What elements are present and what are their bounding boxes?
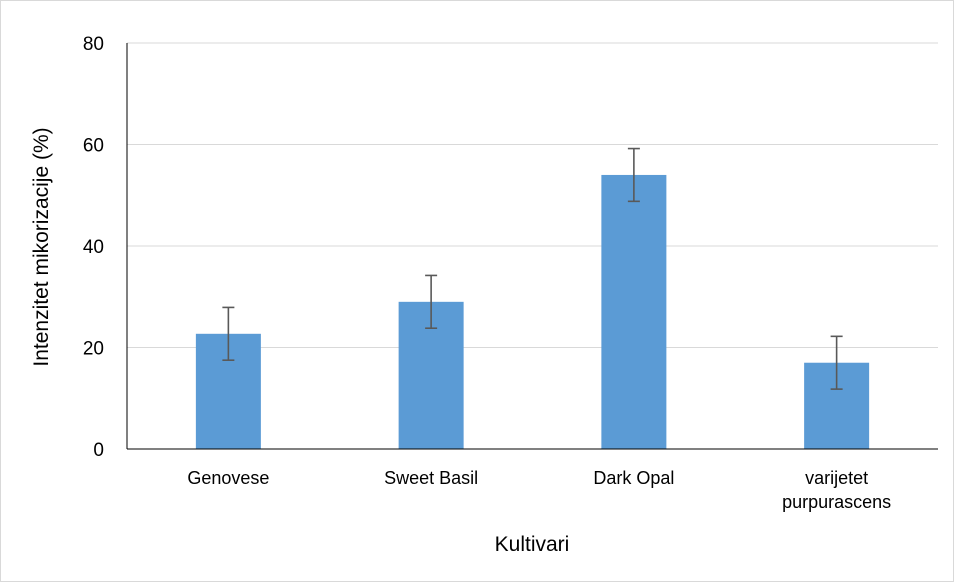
labels: 0 20 40 60 80 Genovese Sweet Basil Dark Opal var… [83, 34, 891, 512]
x-tick-label: varijetet [805, 468, 868, 488]
bars [195, 174, 870, 449]
error-bar [425, 274, 438, 330]
y-tick-label: 0 [93, 440, 104, 461]
x-tick-label: Dark Opal [593, 468, 674, 488]
bar [601, 174, 667, 449]
error-bars [222, 147, 843, 390]
x-tick-label: Sweet Basil [384, 468, 478, 488]
x-tick-label: Genovese [187, 468, 269, 488]
x-axis-title: Kultivari [495, 533, 570, 556]
y-tick-label: 20 [83, 339, 104, 360]
y-axis-title: Intenzitet mikorizacije (%) [30, 127, 53, 366]
error-bar [222, 306, 235, 361]
y-tick-label: 60 [83, 136, 104, 157]
y-tick-label: 40 [83, 237, 104, 258]
axes [126, 43, 938, 450]
gridlines [127, 42, 938, 348]
x-tick-label: purpurascens [782, 492, 891, 512]
y-tick-label: 80 [83, 34, 104, 55]
error-bar [627, 147, 640, 203]
error-bar [830, 335, 843, 390]
